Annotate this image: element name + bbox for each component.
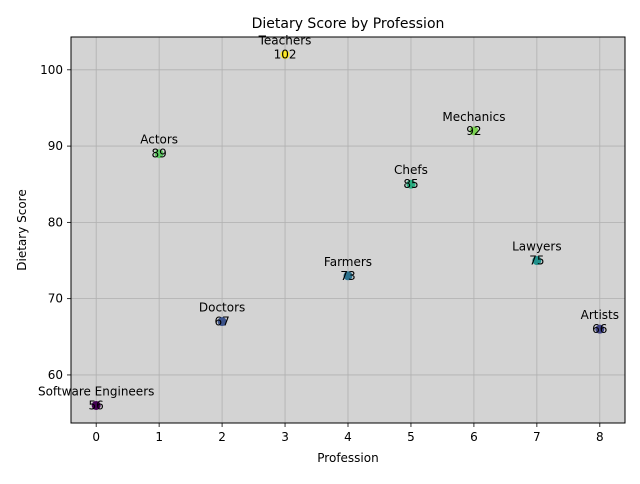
data-points [91,50,605,410]
x-tick-label: 5 [407,430,415,444]
point-value-label: 102 [274,48,297,62]
data-point [154,149,164,159]
y-tick-label: 80 [48,215,63,229]
point-value-label: 89 [151,147,166,161]
y-axis-label: Dietary Score [15,189,29,270]
data-point [343,271,353,281]
x-axis-ticks: 0 1 2 3 4 5 6 7 8 [92,423,604,444]
data-point [217,317,227,327]
data-point [280,50,290,60]
point-value-label: 73 [340,269,355,283]
x-tick-label: 7 [533,430,541,444]
point-value-label: 56 [89,398,104,412]
x-tick-label: 8 [596,430,604,444]
point-category-label: Actors [140,133,178,147]
data-point [91,400,101,410]
x-tick-label: 4 [344,430,352,444]
x-tick-label: 6 [470,430,478,444]
y-tick-label: 60 [48,368,63,382]
y-tick-label: 90 [48,139,63,153]
data-point [595,324,605,334]
point-category-label: Chefs [394,163,428,177]
y-axis-ticks: 60 70 80 90 100 [40,63,71,382]
data-point [532,256,542,266]
point-value-label: 66 [592,322,607,336]
data-point [469,126,479,136]
point-value-label: 75 [529,254,544,268]
point-value-label: 67 [214,315,229,329]
x-tick-label: 2 [218,430,226,444]
data-point [406,179,416,189]
y-tick-label: 100 [40,63,63,77]
point-category-label: Doctors [199,301,245,315]
y-tick-label: 70 [48,292,63,306]
point-category-label: Teachers [258,34,312,48]
x-tick-label: 1 [155,430,163,444]
x-tick-label: 3 [281,430,289,444]
chart-title: Dietary Score by Profession [252,16,445,32]
point-value-label: 92 [466,124,481,138]
x-axis-label: Profession [317,451,378,465]
x-tick-label: 0 [92,430,100,444]
point-category-label: Lawyers [512,240,562,254]
point-category-label: Mechanics [442,110,505,124]
point-category-label: Farmers [324,255,372,269]
point-category-label: Artists [581,308,619,322]
point-category-label: Software Engineers [38,384,154,398]
grid [71,37,625,423]
point-value-label: 85 [403,177,418,191]
